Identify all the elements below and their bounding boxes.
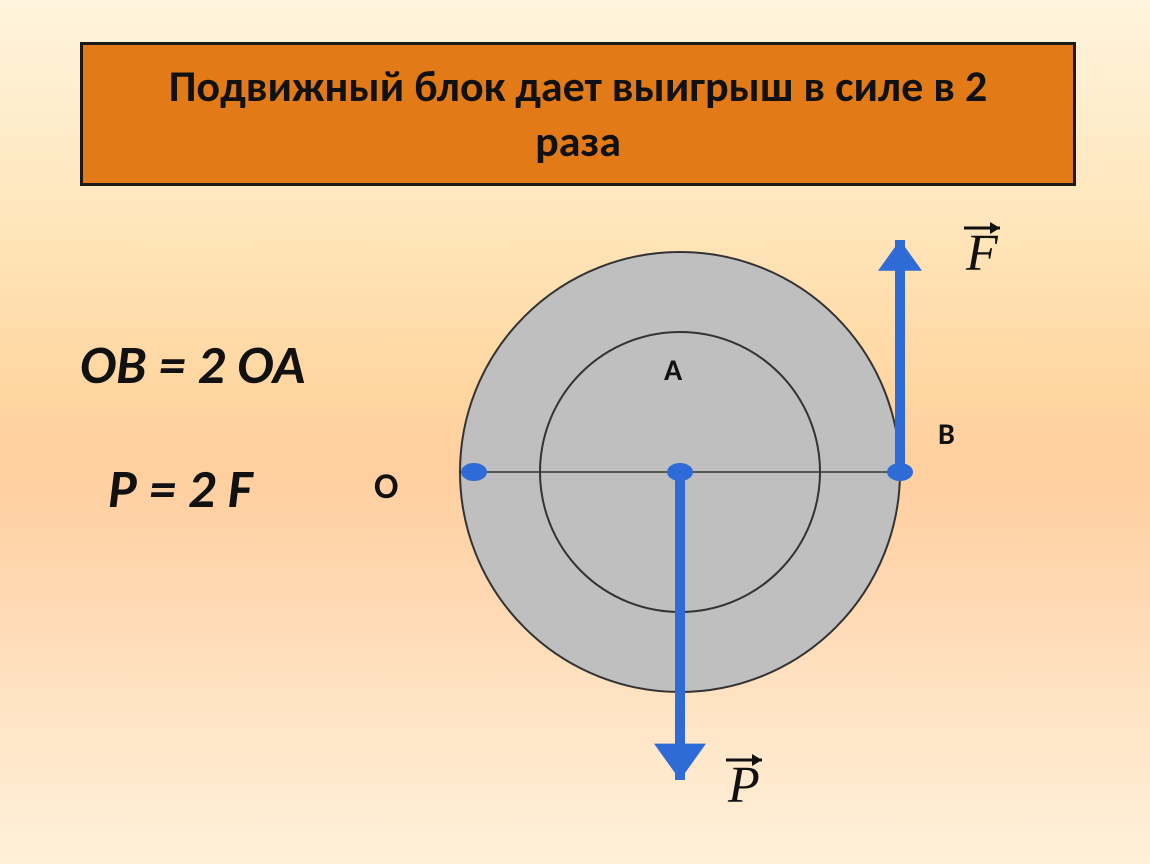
slide: Подвижный блок дает выигрыш в силе в 2 р… (0, 0, 1150, 864)
force-P-head (654, 744, 706, 780)
equation-p: P = 2 F (108, 456, 252, 522)
point-O (461, 463, 487, 481)
label-O: O (374, 464, 398, 508)
label-A: A (664, 352, 683, 389)
force-F-head (878, 240, 922, 271)
pulley-diagram: A B F P (410, 210, 1110, 840)
vector-F-label: F (965, 225, 999, 282)
label-B: B (938, 416, 955, 453)
vector-P-label: P (727, 757, 760, 814)
title-text: Подвижный блок дает выигрыш в силе в 2 р… (83, 59, 1073, 169)
title-box: Подвижный блок дает выигрыш в силе в 2 р… (80, 42, 1076, 186)
equation-ob: OB = 2 OA (80, 332, 305, 398)
